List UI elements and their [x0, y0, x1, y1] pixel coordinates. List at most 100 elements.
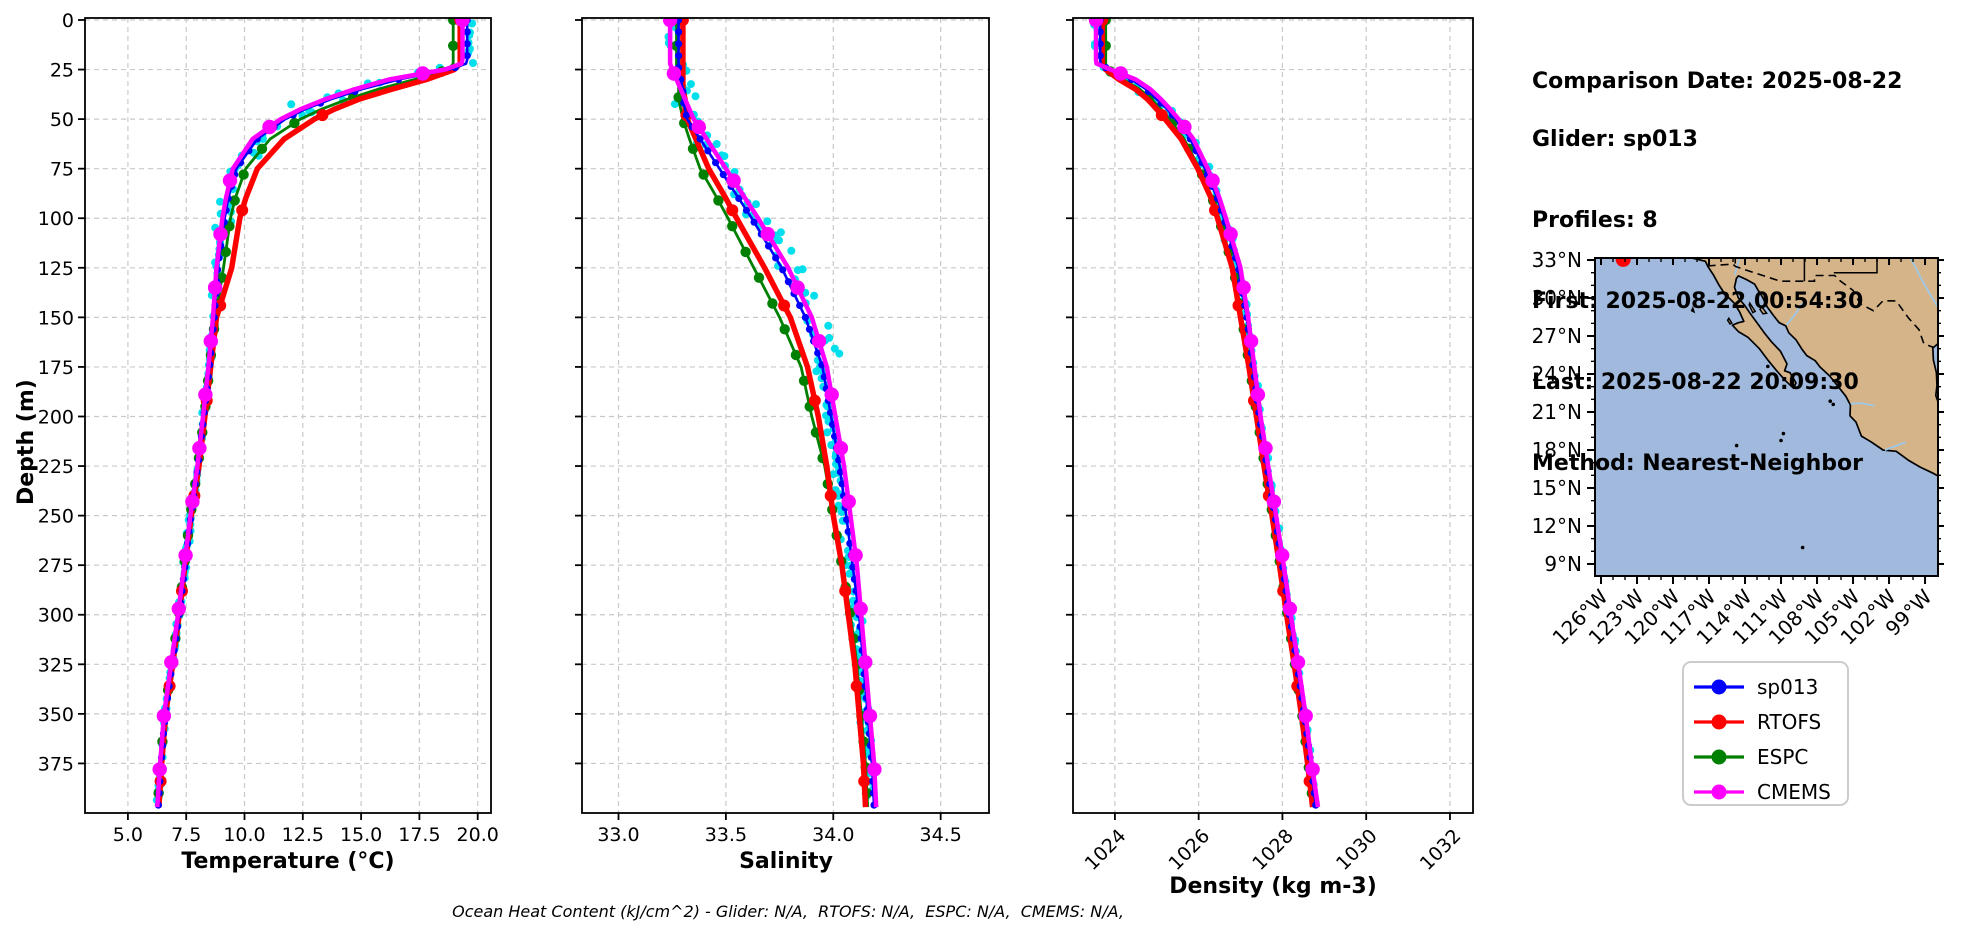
cmems-marker [1266, 494, 1282, 509]
mask [47, 0, 85, 851]
cmems-marker [1305, 762, 1320, 777]
lat-tick-label: 27°N [1532, 324, 1582, 348]
cmems-marker [862, 708, 878, 724]
espc-marker [698, 169, 709, 180]
sp013-marker [463, 52, 471, 60]
sp013-marker [805, 325, 814, 333]
series-espc [1100, 14, 1318, 808]
profile-plot-temperature: 5.0 7.5 10.0 12.5 15.0 17.5 20.0 0 25 50 75 100 125 1… [25, 0, 551, 853]
mask [491, 0, 529, 851]
map-island-dot [1800, 545, 1805, 550]
cmems-marker [691, 119, 706, 135]
glider-text: Glider: sp013 [1532, 127, 1698, 152]
espc-marker [687, 143, 699, 154]
espc-marker [767, 298, 778, 309]
legend-marker-cmems [1711, 784, 1727, 800]
glider-location-marker [1615, 258, 1631, 267]
map-border-dashed [1707, 263, 1934, 349]
cmems-line [155, 20, 465, 808]
depth-tick-label: 125 [38, 258, 74, 280]
sp013-marker [784, 278, 793, 286]
cmems-marker [152, 762, 167, 777]
lat-tick-label: 12°N [1532, 514, 1582, 538]
map-border [1594, 257, 1939, 577]
sp013-marker [742, 206, 751, 214]
location-map: 33°N30°N27°N24°N21°N18°N15°N12°N9°N126°W… [1532, 248, 1944, 650]
cmems-marker [1177, 119, 1192, 135]
depth-tick-label: 225 [38, 456, 74, 478]
cmems-marker [178, 548, 193, 563]
rtofs-marker [726, 204, 739, 217]
espc-marker [779, 324, 790, 335]
depth-tick-label: 50 [50, 109, 74, 131]
rtofs-marker [1209, 204, 1221, 217]
lat-tick-label: 21°N [1532, 400, 1582, 424]
depth-tick-label: 150 [38, 307, 74, 329]
x-tick-label: 34.0 [812, 824, 854, 846]
series-cmems [662, 12, 882, 808]
cmems-marker [207, 280, 223, 295]
map-river [1850, 402, 1875, 407]
cmems-marker [848, 548, 863, 563]
map-island-dot [1781, 431, 1786, 436]
sp013-marker [772, 254, 780, 262]
scatter-dot [687, 80, 695, 89]
x-tick-label: 5.0 [113, 824, 143, 846]
rtofs-line [680, 20, 869, 808]
method-text: Method: Nearest-Neighbor [1532, 451, 1863, 476]
map-island-dot [1734, 443, 1739, 448]
cmems-marker [833, 441, 849, 456]
plot-border [1072, 17, 1474, 814]
rtofs-marker [858, 775, 871, 788]
cmems-marker [164, 655, 179, 670]
scatter-dot [775, 236, 783, 245]
scatter-dot [845, 569, 854, 578]
rtofs-marker [236, 204, 249, 217]
depth-tick-label: 275 [38, 555, 74, 577]
sp013-marker [704, 147, 712, 155]
series-cmems [1088, 12, 1321, 808]
cmems-marker [811, 334, 827, 349]
cmems-marker [841, 494, 856, 509]
cmems-marker [203, 334, 218, 349]
cmems-marker [1258, 441, 1273, 456]
map-border-solid [1833, 258, 1878, 274]
rtofs-line [1099, 20, 1316, 808]
map-island-dot [1828, 399, 1833, 404]
legend-label-cmems: CMEMS [1757, 780, 1831, 804]
scatter-dot [787, 246, 796, 255]
mask [1035, 0, 1073, 851]
sp013-marker [712, 159, 720, 167]
first-text: First: 2025-08-22 00:54:30 [1532, 289, 1864, 314]
rtofs-marker [1232, 299, 1245, 312]
comparison-date-text: Comparison Date: 2025-08-22 [1532, 69, 1903, 94]
cmems-marker [1275, 548, 1290, 563]
depth-tick-label: 100 [38, 208, 74, 230]
scatter-dot [824, 321, 833, 330]
rtofs-marker [1155, 109, 1168, 122]
cmems-marker [171, 601, 186, 616]
espc-marker [238, 169, 249, 180]
mask [25, 0, 551, 18]
scatter-dot [469, 59, 477, 67]
mask [989, 0, 1027, 851]
mask [1013, 813, 1533, 853]
depth-tick-label: 200 [38, 406, 74, 428]
cmems-marker [415, 66, 430, 81]
sp013-marker [463, 40, 471, 48]
cmems-marker [726, 173, 741, 188]
cmems-marker [1250, 387, 1266, 402]
lat-tick-label: 30°N [1532, 286, 1582, 310]
cmems-marker [853, 601, 868, 616]
map-island [1759, 305, 1768, 315]
sp013-marker [796, 301, 804, 310]
map-island [1726, 316, 1733, 325]
scatter-dot [763, 217, 772, 226]
map-river [1909, 258, 1938, 308]
map-island-dot [1831, 402, 1836, 407]
cmems-marker [1223, 226, 1238, 242]
x-tick-label: 12.5 [282, 824, 324, 846]
density-axis-label: Density (kg m-3) [1169, 874, 1377, 899]
